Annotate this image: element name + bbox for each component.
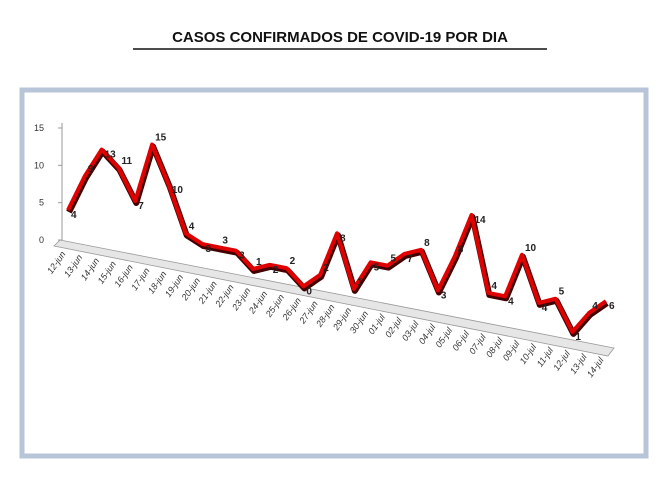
chart-title: CASOS CONFIRMADOS DE COVID-19 POR DIA bbox=[172, 29, 508, 46]
data-label: 4 bbox=[491, 281, 497, 292]
data-label: 0 bbox=[306, 286, 312, 297]
y-tick-label: 15 bbox=[34, 123, 44, 133]
data-label: 1 bbox=[575, 332, 581, 343]
data-label: 2 bbox=[273, 265, 279, 276]
data-label: 8 bbox=[424, 238, 430, 249]
data-label: 5 bbox=[559, 287, 565, 298]
data-label: 6 bbox=[609, 301, 615, 312]
data-label: 2 bbox=[323, 263, 329, 274]
data-label: 10 bbox=[172, 185, 184, 196]
data-label: 3 bbox=[239, 251, 245, 262]
data-label: 4 bbox=[592, 301, 598, 312]
data-label: 3 bbox=[441, 290, 447, 301]
data-label: 11 bbox=[121, 156, 132, 167]
data-label: 4 bbox=[508, 296, 514, 307]
data-label: 8 bbox=[458, 244, 464, 255]
data-label: 4 bbox=[71, 210, 77, 221]
data-label: 7 bbox=[407, 254, 413, 265]
data-label: 14 bbox=[475, 215, 487, 226]
data-label: 7 bbox=[138, 201, 144, 212]
data-label: 4 bbox=[189, 221, 195, 232]
data-label: 10 bbox=[525, 243, 537, 254]
data-label: 2 bbox=[290, 256, 296, 267]
data-label: 8 bbox=[340, 233, 346, 244]
y-tick-label: 5 bbox=[39, 198, 44, 208]
y-tick-label: 0 bbox=[39, 235, 44, 245]
data-label: 5 bbox=[374, 262, 380, 273]
data-label: 3 bbox=[222, 235, 228, 246]
data-label: 9 bbox=[88, 164, 94, 175]
data-label: 15 bbox=[155, 133, 167, 144]
data-label: 3 bbox=[206, 244, 212, 255]
data-label: 5 bbox=[390, 254, 396, 265]
chart-frame bbox=[19, 87, 649, 459]
data-label: 13 bbox=[105, 150, 117, 161]
data-label: 1 bbox=[357, 277, 363, 288]
line bbox=[66, 142, 608, 334]
floor bbox=[53, 239, 615, 357]
data-label: 4 bbox=[542, 303, 548, 314]
y-tick-label: 10 bbox=[34, 160, 44, 170]
data-label: 1 bbox=[256, 257, 262, 268]
